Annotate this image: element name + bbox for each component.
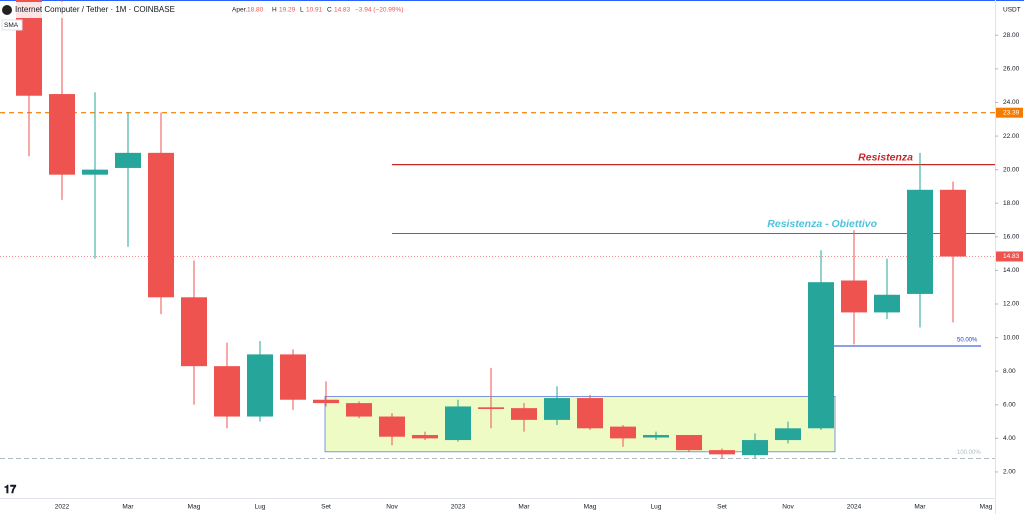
candle-body [445, 406, 471, 441]
close-value: 14.83 [334, 7, 351, 14]
candle-body [247, 354, 273, 417]
candle-body [709, 450, 735, 455]
y-tick-label: 24.00 [1003, 99, 1020, 106]
x-tick-label: 2024 [847, 504, 862, 511]
low-value: 10.91 [306, 7, 323, 14]
y-tick-label: 8.00 [1003, 368, 1016, 375]
x-tick-label: Mag [188, 504, 201, 511]
last-price-badge [996, 251, 1023, 262]
x-tick-label: Set [717, 504, 727, 511]
candle-body [940, 189, 966, 257]
y-tick-label: 14.00 [1003, 267, 1020, 274]
resistance-label: Resistenza [858, 151, 913, 163]
x-tick-label: Lug [255, 504, 266, 511]
candle-body [181, 297, 207, 367]
candle-body [874, 294, 900, 313]
x-tick-label: Mag [584, 504, 597, 511]
x-tick-label: Mar [518, 504, 530, 511]
ohlc-header: Aper. 18.80 H 19.29 L 10.91 C 14.83 −3.9… [232, 7, 403, 14]
open-value: 18.80 [247, 7, 264, 14]
candle-body [346, 403, 372, 417]
candle-body [379, 416, 405, 437]
last-price-badge-label: 14.83 [1003, 253, 1020, 260]
y-tick-label: 16.00 [1003, 234, 1020, 241]
change: −3.94 (−20.99%) [355, 7, 403, 14]
high-value: 19.29 [279, 7, 296, 14]
candle-body [841, 280, 867, 313]
y-tick-label: 20.00 [1003, 166, 1020, 173]
candle-body [115, 152, 141, 168]
open-label: Aper. [232, 7, 247, 14]
tv-logo: 𝟏𝟕 [4, 484, 17, 496]
candle-body [148, 152, 174, 298]
x-tick-label: 2022 [55, 504, 70, 511]
candle-body [313, 399, 339, 404]
x-tick-label: Lug [651, 504, 662, 511]
low-label: L [300, 7, 304, 14]
candle-body [511, 408, 537, 420]
x-tick-label: 2023 [451, 504, 466, 511]
x-tick-label: Mag [980, 504, 993, 511]
symbol-icon [2, 5, 12, 15]
y-tick-label: 6.00 [1003, 402, 1016, 409]
high-label: H [272, 7, 277, 14]
y-tick-label: 22.00 [1003, 133, 1020, 140]
y-tick-label: 12.00 [1003, 301, 1020, 308]
y-tick-label: 28.00 [1003, 32, 1020, 39]
candle-body [214, 366, 240, 417]
currency: USDT [1003, 7, 1021, 14]
candle-body [544, 398, 570, 420]
x-tick-label: Nov [782, 504, 794, 511]
indicator-box[interactable] [1, 19, 23, 31]
candle-body [775, 428, 801, 441]
symbol-title: Internet Computer / Tether · 1M · COINBA… [15, 5, 175, 14]
close-label: C [327, 7, 332, 14]
plot-area [0, 0, 995, 460]
axes: 2.00 4.00 6.00 8.00 10.00 12.00 14.00 16.00 18.0… [55, 32, 1023, 511]
indicator-label: SMA [4, 22, 19, 29]
fib-50-label: 50.00% [957, 338, 978, 344]
y-tick-label: 10.00 [1003, 334, 1020, 341]
fib-100-label: 100.00% [957, 450, 981, 456]
x-tick-label: Nov [386, 504, 398, 511]
support-badge-label: 23.39 [1003, 109, 1020, 116]
y-tick-label: 2.00 [1003, 469, 1016, 476]
header-bg [0, 2, 290, 18]
y-tick-label: 18.00 [1003, 200, 1020, 207]
candle-body [577, 398, 603, 429]
candle-body [82, 169, 108, 175]
y-tick-label: 26.00 [1003, 66, 1020, 73]
candle-body [280, 354, 306, 400]
candle-body [610, 426, 636, 439]
overlay: 100.00% 50.00% Resistenza Resistenza - Obie… [767, 151, 981, 456]
y-tick-label: 4.00 [1003, 435, 1016, 442]
x-tick-label: Mar [122, 504, 134, 511]
candle-body [412, 435, 438, 439]
candle-body [643, 435, 669, 438]
x-tick-label: Set [321, 504, 331, 511]
candle-body [676, 435, 702, 451]
candle-body [742, 440, 768, 456]
candle-body [808, 282, 834, 429]
candle-body [907, 189, 933, 294]
x-tick-label: Mar [914, 504, 926, 511]
candle-body [49, 94, 75, 175]
target-label: Resistenza - Obiettivo [767, 218, 877, 230]
candle-body [478, 407, 504, 409]
support-badge [996, 107, 1023, 118]
